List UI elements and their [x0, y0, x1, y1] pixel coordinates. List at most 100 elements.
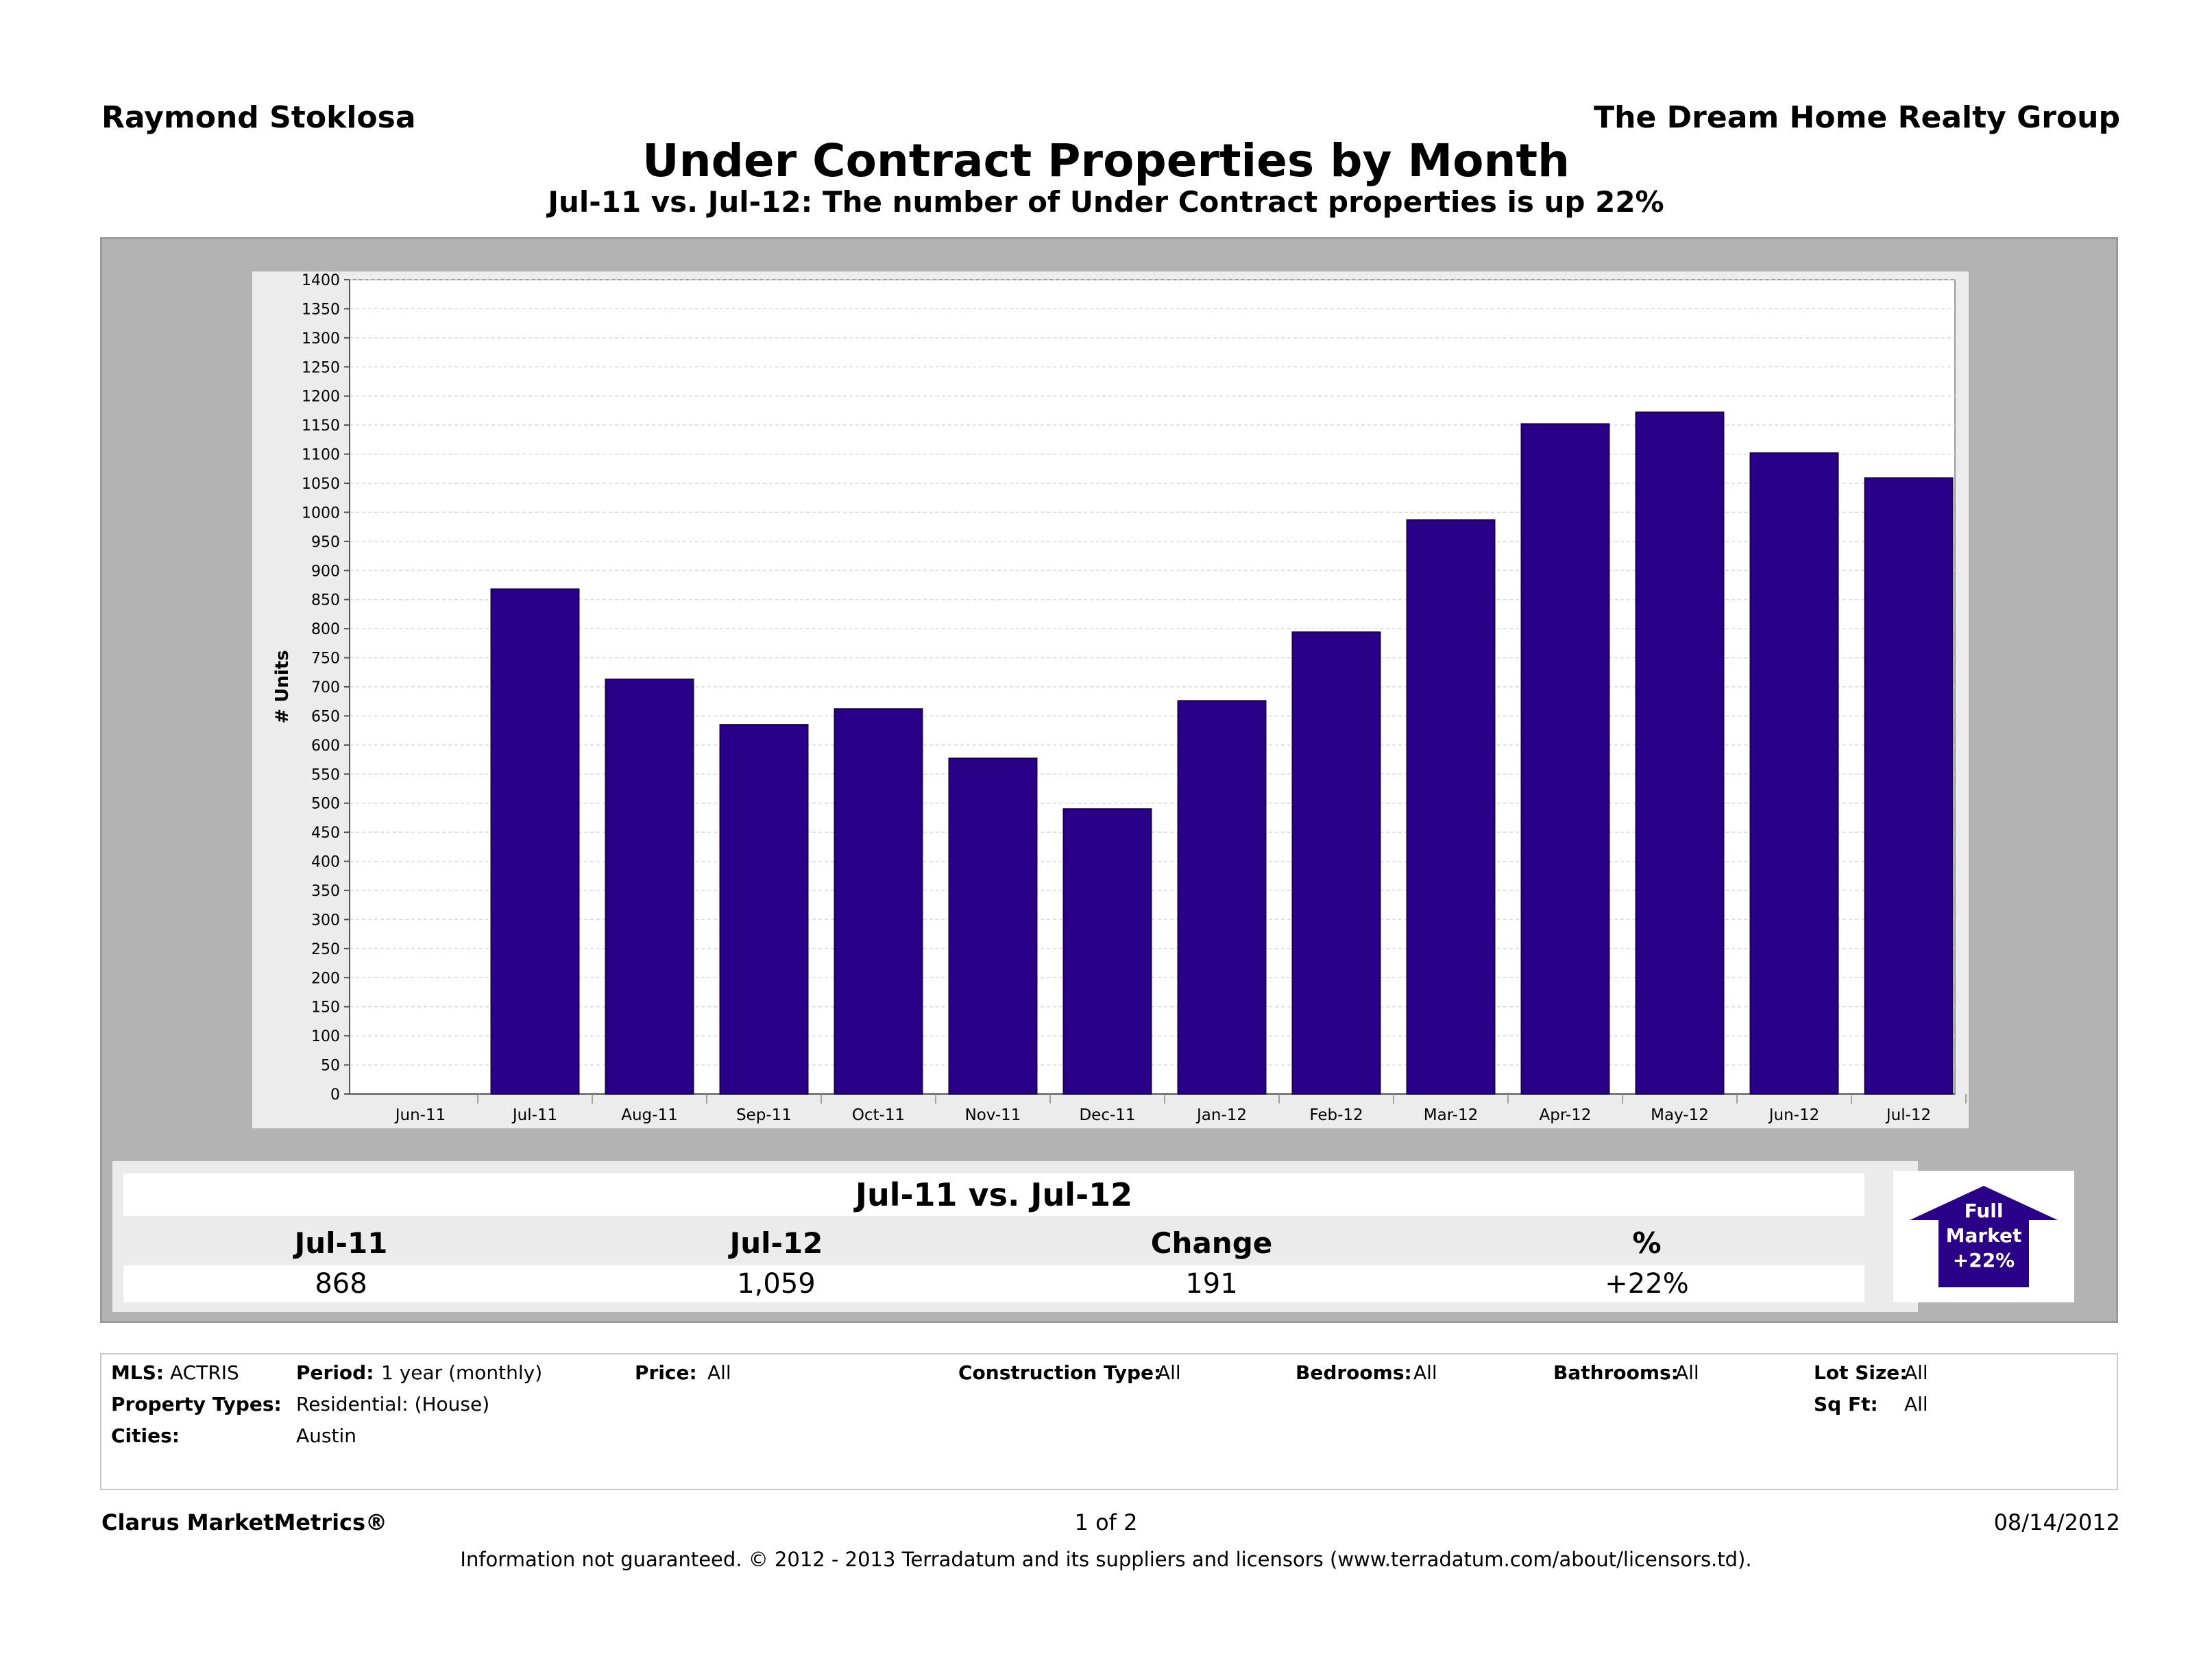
y-tick-label: 850: [311, 592, 340, 609]
y-tick-label: 50: [321, 1058, 340, 1075]
summary-header-bg: [123, 1174, 1864, 1216]
bathrooms-value: All: [1675, 1361, 1699, 1384]
sqft-value: All: [1904, 1393, 1928, 1415]
y-tick-label: 200: [311, 970, 340, 987]
bar-aug-11: [605, 678, 694, 1095]
summary-value-jul12: 1,059: [737, 1268, 816, 1300]
x-tick-label: Mar-12: [1424, 1106, 1479, 1124]
bar-jul-11: [490, 588, 580, 1095]
x-tick-label: May-12: [1651, 1106, 1709, 1124]
cities-value: Austin: [296, 1424, 356, 1447]
y-tick-label: 300: [311, 912, 340, 929]
bar-nov-11: [948, 757, 1038, 1095]
bar-may-12: [1635, 411, 1725, 1095]
y-tick-label: 350: [311, 883, 340, 900]
bar-sep-11: [719, 724, 809, 1095]
summary-title: Jul-11 vs. Jul-12: [855, 1176, 1133, 1213]
summary-value-jul11: 868: [315, 1268, 367, 1300]
x-tick-label: Jul-11: [511, 1106, 557, 1124]
up-arrow-shape: [1910, 1186, 2058, 1287]
x-tick-label: Jun-11: [394, 1106, 446, 1124]
chart-title: Under Contract Properties by Month: [642, 134, 1570, 187]
construction-label: Construction Type:: [958, 1361, 1162, 1384]
x-tick-label: Jan-12: [1195, 1106, 1247, 1124]
page-number: 1 of 2: [1074, 1509, 1138, 1535]
bar-oct-11: [834, 708, 923, 1095]
price-label: Price:: [635, 1361, 697, 1384]
y-tick-label: 1150: [302, 417, 340, 435]
x-tick-label: Dec-11: [1079, 1106, 1135, 1124]
badge-line-1: Full: [1965, 1200, 2004, 1222]
price-value: All: [707, 1361, 731, 1384]
bar-dec-11: [1062, 808, 1152, 1095]
y-tick-label: 1250: [302, 359, 340, 376]
summary-label-change: Change: [1150, 1226, 1273, 1260]
x-tick-label: Feb-12: [1309, 1106, 1363, 1124]
up-arrow-icon: Full Market +22%: [1910, 1186, 2058, 1287]
bar-apr-12: [1520, 423, 1610, 1095]
construction-value: All: [1157, 1361, 1181, 1384]
y-tick-label: 150: [311, 999, 340, 1017]
y-tick-label: 700: [311, 679, 340, 696]
y-tick-label: 1000: [302, 504, 340, 522]
y-tick-label: 1400: [302, 272, 340, 289]
footer-brand: Clarus MarketMetrics®: [101, 1509, 388, 1535]
y-tick-label: 1350: [302, 301, 340, 318]
summary-label-jul11: Jul-11: [294, 1226, 388, 1260]
lotsize-label: Lot Size:: [1814, 1361, 1908, 1384]
y-tick-label: 950: [311, 534, 340, 551]
summary-labels: Jul-11 Jul-12 Change %: [123, 1224, 1864, 1263]
y-tick-label: 450: [311, 825, 340, 842]
mls-label: MLS:: [111, 1361, 165, 1384]
chart-subtitle: Jul-11 vs. Jul-12: The number of Under C…: [548, 185, 1664, 219]
report-date: 08/14/2012: [1993, 1509, 2120, 1535]
bar-jun-12: [1749, 452, 1839, 1095]
filter-panel: MLS: ACTRIS Period: 1 year (monthly) Pri…: [100, 1353, 2118, 1490]
summary-value-percent: +22%: [1605, 1268, 1689, 1300]
bedrooms-value: All: [1413, 1361, 1437, 1384]
y-tick-label: 550: [311, 766, 340, 783]
x-tick-label: Jun-12: [1768, 1106, 1820, 1124]
badge-line-3: +22%: [1953, 1249, 2015, 1272]
mls-value: ACTRIS: [170, 1361, 239, 1384]
y-tick-label: 100: [311, 1028, 340, 1045]
x-tick-label: Nov-11: [965, 1106, 1021, 1124]
x-tick-label: Jul-12: [1885, 1106, 1931, 1124]
cities-label: Cities:: [111, 1424, 180, 1447]
y-tick-label: 0: [330, 1086, 340, 1104]
y-tick-label: 1200: [302, 389, 340, 406]
y-tick-label: 750: [311, 650, 340, 668]
summary-label-jul12: Jul-12: [729, 1226, 823, 1260]
summary-label-percent: %: [1632, 1226, 1662, 1260]
lotsize-value: All: [1904, 1361, 1928, 1384]
x-tick-label: Oct-11: [852, 1106, 905, 1124]
period-value: 1 year (monthly): [381, 1361, 543, 1384]
y-tick-label: 600: [311, 738, 340, 755]
bar-mar-12: [1406, 519, 1496, 1095]
bar-feb-12: [1291, 631, 1381, 1095]
y-tick-label: 250: [311, 941, 340, 958]
property-types-label: Property Types:: [111, 1393, 282, 1415]
summary-values: 868 1,059 191 +22%: [123, 1265, 1864, 1302]
y-axis-label: # Units: [272, 650, 293, 723]
bathrooms-label: Bathrooms:: [1553, 1361, 1679, 1384]
y-tick-label: 1100: [302, 447, 340, 464]
agent-name: Raymond Stoklosa: [101, 100, 416, 135]
company-name: The Dream Home Realty Group: [1594, 100, 2120, 135]
y-tick-label: 500: [311, 796, 340, 813]
badge-line-2: Market: [1946, 1224, 2022, 1247]
summary-value-change: 191: [1185, 1268, 1238, 1300]
y-tick-label: 400: [311, 854, 340, 871]
y-tick-label: 1300: [302, 330, 340, 348]
y-tick-label: 900: [311, 563, 340, 580]
disclaimer: Information not guaranteed. © 2012 - 201…: [460, 1548, 1752, 1571]
bar-jan-12: [1177, 700, 1267, 1095]
y-tick-label: 800: [311, 621, 340, 638]
x-tick-label: Sep-11: [736, 1106, 792, 1124]
period-label: Period:: [296, 1361, 374, 1384]
x-tick-label: Aug-11: [621, 1106, 677, 1124]
y-tick-label: 1050: [302, 476, 340, 493]
bar-jul-12: [1864, 477, 1954, 1095]
sqft-label: Sq Ft:: [1814, 1393, 1878, 1415]
bar-chart: 0 50 100 150 200 250 300 350 400 450 500 550 600 650 7…: [272, 272, 1967, 1124]
